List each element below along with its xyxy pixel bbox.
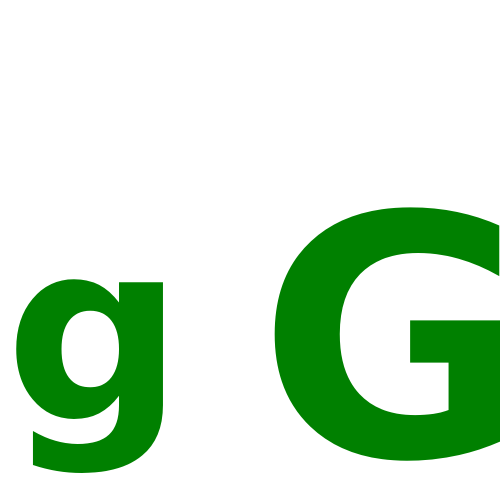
- lowercase-g-letter: g: [5, 187, 184, 478]
- uppercase-g-letter: G: [258, 146, 500, 500]
